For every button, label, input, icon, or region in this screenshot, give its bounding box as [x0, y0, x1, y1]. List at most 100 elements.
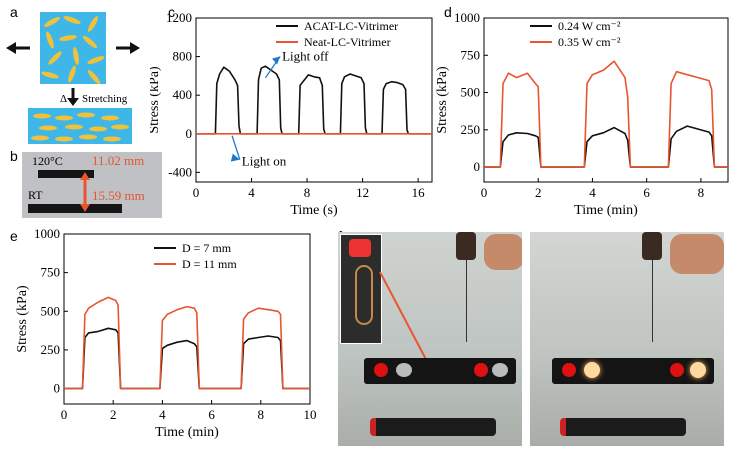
panel-letter-e: e: [10, 228, 18, 244]
stretching-label: Stretching: [82, 93, 128, 105]
x-tick-label: 0: [61, 407, 68, 422]
inset-cup: [349, 239, 371, 257]
delta-symbol: Δ: [60, 93, 67, 105]
bulb-on-1: [584, 362, 600, 378]
x-tick-label: 12: [356, 185, 369, 200]
annotation-arrow: [231, 135, 241, 160]
y-tick-label: 500: [41, 303, 61, 318]
x-tick-label: 0: [193, 185, 200, 200]
annotation-label: Light off: [282, 48, 329, 63]
led-red-1: [374, 363, 388, 377]
inset-wire: [355, 265, 373, 325]
callout-arrow: [379, 271, 453, 381]
y-tick-label: 250: [41, 342, 61, 357]
plot-frame: [483, 17, 729, 183]
x-tick-label: 8: [258, 407, 265, 422]
y-axis-label: Stress (kPa): [15, 285, 30, 353]
label-15-59mm: 15.59 mm: [92, 188, 145, 203]
series-line-0: [484, 125, 728, 168]
series-line-1: [484, 60, 728, 168]
legend-label: D = 11 mm: [182, 257, 237, 271]
panel-b-photo: 120°C 11.02 mm RT 15.59 mm: [22, 152, 162, 218]
y-axis-label: Stress (kPa): [150, 66, 162, 134]
chart-e: 0 2 4 6 8 10 0 250 500 750 1000 Time (min) Stress (k…: [15, 226, 317, 440]
label-11-02mm: 11.02 mm: [92, 153, 145, 168]
y-tick-label: 1000: [34, 226, 60, 241]
series-line-0: [64, 327, 310, 390]
x-tick-label: 16: [412, 185, 426, 200]
panel-letter-a: a: [10, 4, 18, 20]
series-line-0: [196, 65, 432, 135]
strip-bottom: [28, 204, 122, 213]
x-tick-label: 6: [643, 185, 650, 200]
series-line-1: [64, 296, 310, 390]
battery: [370, 418, 496, 436]
x-tick-label: 8: [304, 185, 311, 200]
annotation-arrowhead: [230, 153, 240, 162]
led-red-1: [562, 363, 576, 377]
x-tick-label: 8: [698, 185, 705, 200]
legend-label: 0.24 W cm⁻²: [558, 19, 621, 33]
led-red-2: [670, 363, 684, 377]
y-tick-label: 750: [41, 265, 61, 280]
battery-holder: [552, 358, 714, 384]
string: [652, 232, 653, 342]
stretch-arrow-left: [6, 42, 30, 54]
y-tick-label: 1200: [166, 10, 192, 25]
x-axis-label: Time (min): [574, 203, 638, 218]
x-tick-label: 2: [535, 185, 542, 200]
down-arrow: [67, 88, 79, 106]
x-axis-label: Time (s): [290, 203, 338, 218]
length-arrow: [80, 172, 90, 212]
y-tick-label: 400: [173, 87, 193, 102]
bulb-off-2: [492, 363, 508, 377]
random-mesogens: [41, 16, 105, 85]
led-red-2: [474, 363, 488, 377]
annotation-label: Light on: [242, 154, 287, 169]
x-axis-label: Time (min): [155, 425, 219, 440]
panel-letter-d: d: [444, 4, 452, 20]
battery: [560, 418, 686, 436]
y-tick-label: 1000: [454, 10, 480, 25]
panel-f-photo-right: [530, 232, 724, 446]
legend-label: D = 7 mm: [182, 241, 232, 255]
x-tick-label: 2: [110, 407, 117, 422]
panel-letter-c: c: [168, 4, 175, 20]
y-tick-label: 800: [173, 49, 193, 64]
x-tick-label: 4: [589, 185, 596, 200]
plot-frame: [195, 17, 433, 183]
x-tick-label: 0: [481, 185, 488, 200]
y-tick-label: 0: [474, 159, 481, 174]
string: [466, 232, 467, 342]
battery-holder: [364, 358, 516, 384]
x-tick-label: 6: [208, 407, 215, 422]
bulb-off-1: [396, 363, 412, 377]
annotation-arrowhead: [272, 56, 281, 65]
y-axis-label: Stress (kPa): [435, 66, 450, 134]
panel-letter-b: b: [10, 148, 18, 164]
chart-d: 0 2 4 6 8 0 250 500 750 1000 Time (min) Stress (kPa…: [435, 10, 729, 218]
hand: [670, 234, 724, 274]
x-tick-label: 4: [159, 407, 166, 422]
x-tick-label: 4: [248, 185, 255, 200]
label-rt: RT: [28, 188, 43, 202]
bulb-on-2: [690, 362, 706, 378]
y-tick-label: 250: [461, 122, 481, 137]
inset-photo: [340, 234, 382, 344]
strip-top: [38, 170, 94, 178]
label-120c: 120°C: [32, 154, 63, 168]
hanger: [456, 232, 476, 260]
legend-label: Neat-LC-Vitrimer: [304, 35, 391, 49]
legend-label: 0.35 W cm⁻²: [558, 35, 621, 49]
y-tick-label: -400: [168, 164, 192, 179]
hand: [484, 234, 522, 270]
y-tick-label: 500: [461, 85, 481, 100]
plot-frame: [63, 233, 311, 405]
aligned-mesogens: [31, 112, 129, 142]
hanger: [642, 232, 662, 260]
panel-f-photo-left: [338, 232, 522, 446]
panel-a-schematic: Δ Stretching: [6, 12, 140, 144]
y-tick-label: 750: [461, 47, 481, 62]
y-tick-label: 0: [186, 126, 193, 141]
